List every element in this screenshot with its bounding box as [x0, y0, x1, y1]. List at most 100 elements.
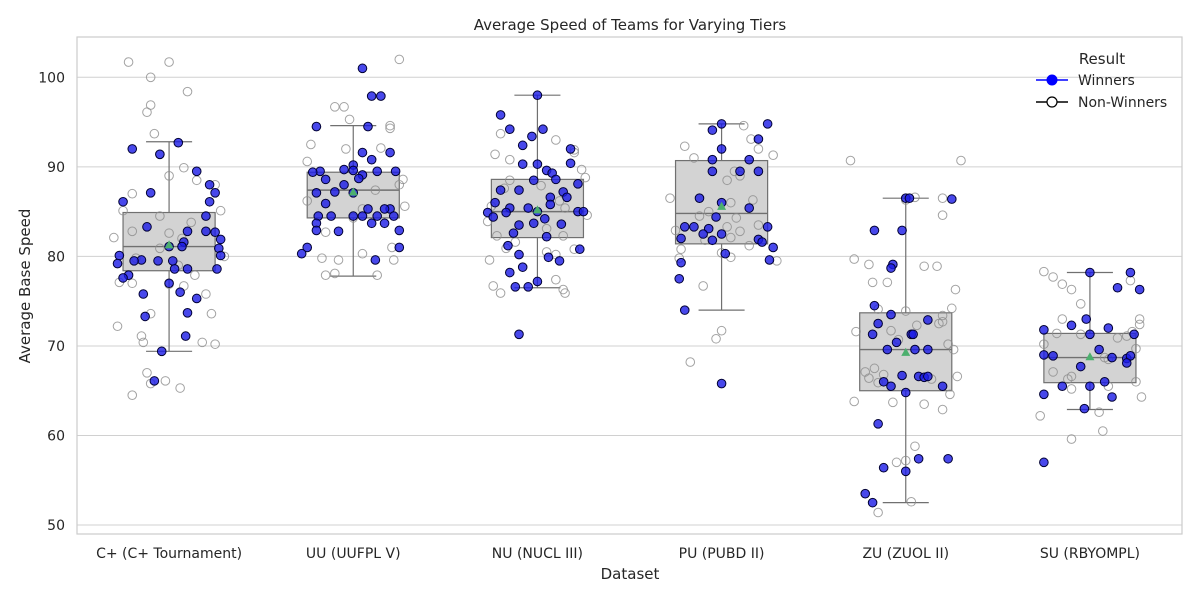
- winner-point: [112, 258, 123, 269]
- winner-point: [1107, 392, 1117, 402]
- non-winner-point: [1131, 343, 1141, 354]
- non-winner-point: [127, 390, 138, 400]
- winner-point: [1094, 344, 1104, 355]
- winner-point: [694, 193, 705, 203]
- winner-point: [191, 166, 202, 177]
- non-winner-point: [1066, 434, 1077, 444]
- winner-point: [869, 300, 880, 311]
- winner-point: [923, 315, 933, 325]
- winner-point: [539, 213, 550, 224]
- winner-point: [528, 218, 539, 229]
- mean-marker: [532, 205, 542, 214]
- non-winner-point: [302, 196, 313, 206]
- winner-point: [307, 167, 318, 178]
- winner-point: [545, 199, 556, 210]
- winner-point: [527, 131, 537, 142]
- winner-point: [891, 337, 902, 348]
- winner-point: [348, 211, 359, 221]
- non-winner-point: [306, 139, 316, 150]
- winner-point: [762, 222, 773, 232]
- non-winner-point: [873, 507, 883, 518]
- winner-point: [1125, 267, 1136, 278]
- winner-point: [565, 158, 576, 169]
- winner-point: [943, 453, 953, 464]
- non-winner-point: [738, 120, 749, 131]
- winner-point: [114, 250, 125, 261]
- non-winner-point: [488, 281, 499, 291]
- non-winner-point: [676, 244, 686, 255]
- winner-point: [1085, 329, 1095, 340]
- non-winner-point: [201, 289, 211, 299]
- non-winner-point: [127, 278, 138, 289]
- non-winner-point: [206, 308, 217, 319]
- non-winner-point: [1131, 376, 1141, 387]
- non-winner-point: [492, 231, 502, 241]
- non-winner-point: [145, 72, 156, 83]
- winner-point: [1085, 381, 1095, 392]
- non-winner-point: [142, 107, 152, 118]
- winner-point: [946, 194, 957, 204]
- winner-point: [296, 248, 307, 259]
- non-winner-point: [1075, 329, 1086, 340]
- winner-point: [372, 166, 382, 177]
- winner-point: [372, 211, 382, 221]
- winner-point: [720, 248, 731, 259]
- winner-point: [1081, 314, 1092, 324]
- non-winner-point: [1035, 410, 1045, 421]
- non-winner-point: [864, 373, 874, 383]
- non-winner-point: [703, 206, 714, 217]
- non-winner-point: [495, 128, 506, 139]
- non-winner-point: [768, 150, 778, 161]
- winner-point: [514, 329, 524, 340]
- winner-point: [565, 144, 576, 154]
- winner-point: [716, 119, 727, 129]
- winner-point: [167, 256, 178, 266]
- winner-point: [1129, 329, 1139, 340]
- non-winner-point: [900, 306, 911, 316]
- winner-point: [735, 166, 745, 177]
- non-winner-point: [665, 193, 675, 203]
- winner-point: [173, 137, 184, 148]
- winner-point: [118, 273, 128, 283]
- non-winner-point: [164, 171, 174, 181]
- winner-point: [495, 110, 506, 120]
- y-tick-label: 70: [47, 339, 65, 355]
- non-winner-point: [937, 310, 948, 321]
- non-winner-point: [919, 399, 929, 409]
- non-winner-point: [937, 210, 948, 221]
- non-winner-point: [934, 318, 944, 329]
- winner-point: [495, 185, 506, 195]
- non-winner-point: [1066, 284, 1077, 295]
- non-winner-point: [551, 135, 561, 145]
- mean-marker: [901, 347, 911, 356]
- winner-point: [180, 331, 191, 341]
- winner-point: [523, 203, 534, 213]
- winner-point: [510, 282, 521, 292]
- winner-point: [339, 179, 349, 190]
- non-winner-point: [851, 326, 861, 337]
- non-winner-point: [1098, 426, 1108, 436]
- winner-point: [676, 233, 686, 244]
- non-winner-point: [943, 339, 953, 349]
- winner-point: [711, 212, 721, 222]
- winner-point: [517, 262, 528, 272]
- non-winner-point: [339, 102, 349, 112]
- non-winner-point: [1051, 328, 1062, 339]
- non-winner-point: [400, 201, 410, 212]
- winner-point: [514, 220, 524, 230]
- non-winner-point: [551, 274, 561, 285]
- winner-point: [1039, 350, 1049, 360]
- non-winner-point: [1066, 384, 1077, 394]
- non-winner-point: [932, 261, 942, 272]
- non-winner-point: [484, 255, 495, 265]
- winner-point: [149, 376, 160, 386]
- winner-point: [385, 147, 395, 158]
- winner-point: [145, 188, 156, 198]
- winner-point: [508, 228, 519, 238]
- non-winner-point: [385, 120, 395, 131]
- winner-point: [937, 381, 948, 392]
- winner-point: [923, 371, 933, 382]
- non-winner-point: [160, 376, 171, 386]
- non-winner-point: [149, 128, 160, 139]
